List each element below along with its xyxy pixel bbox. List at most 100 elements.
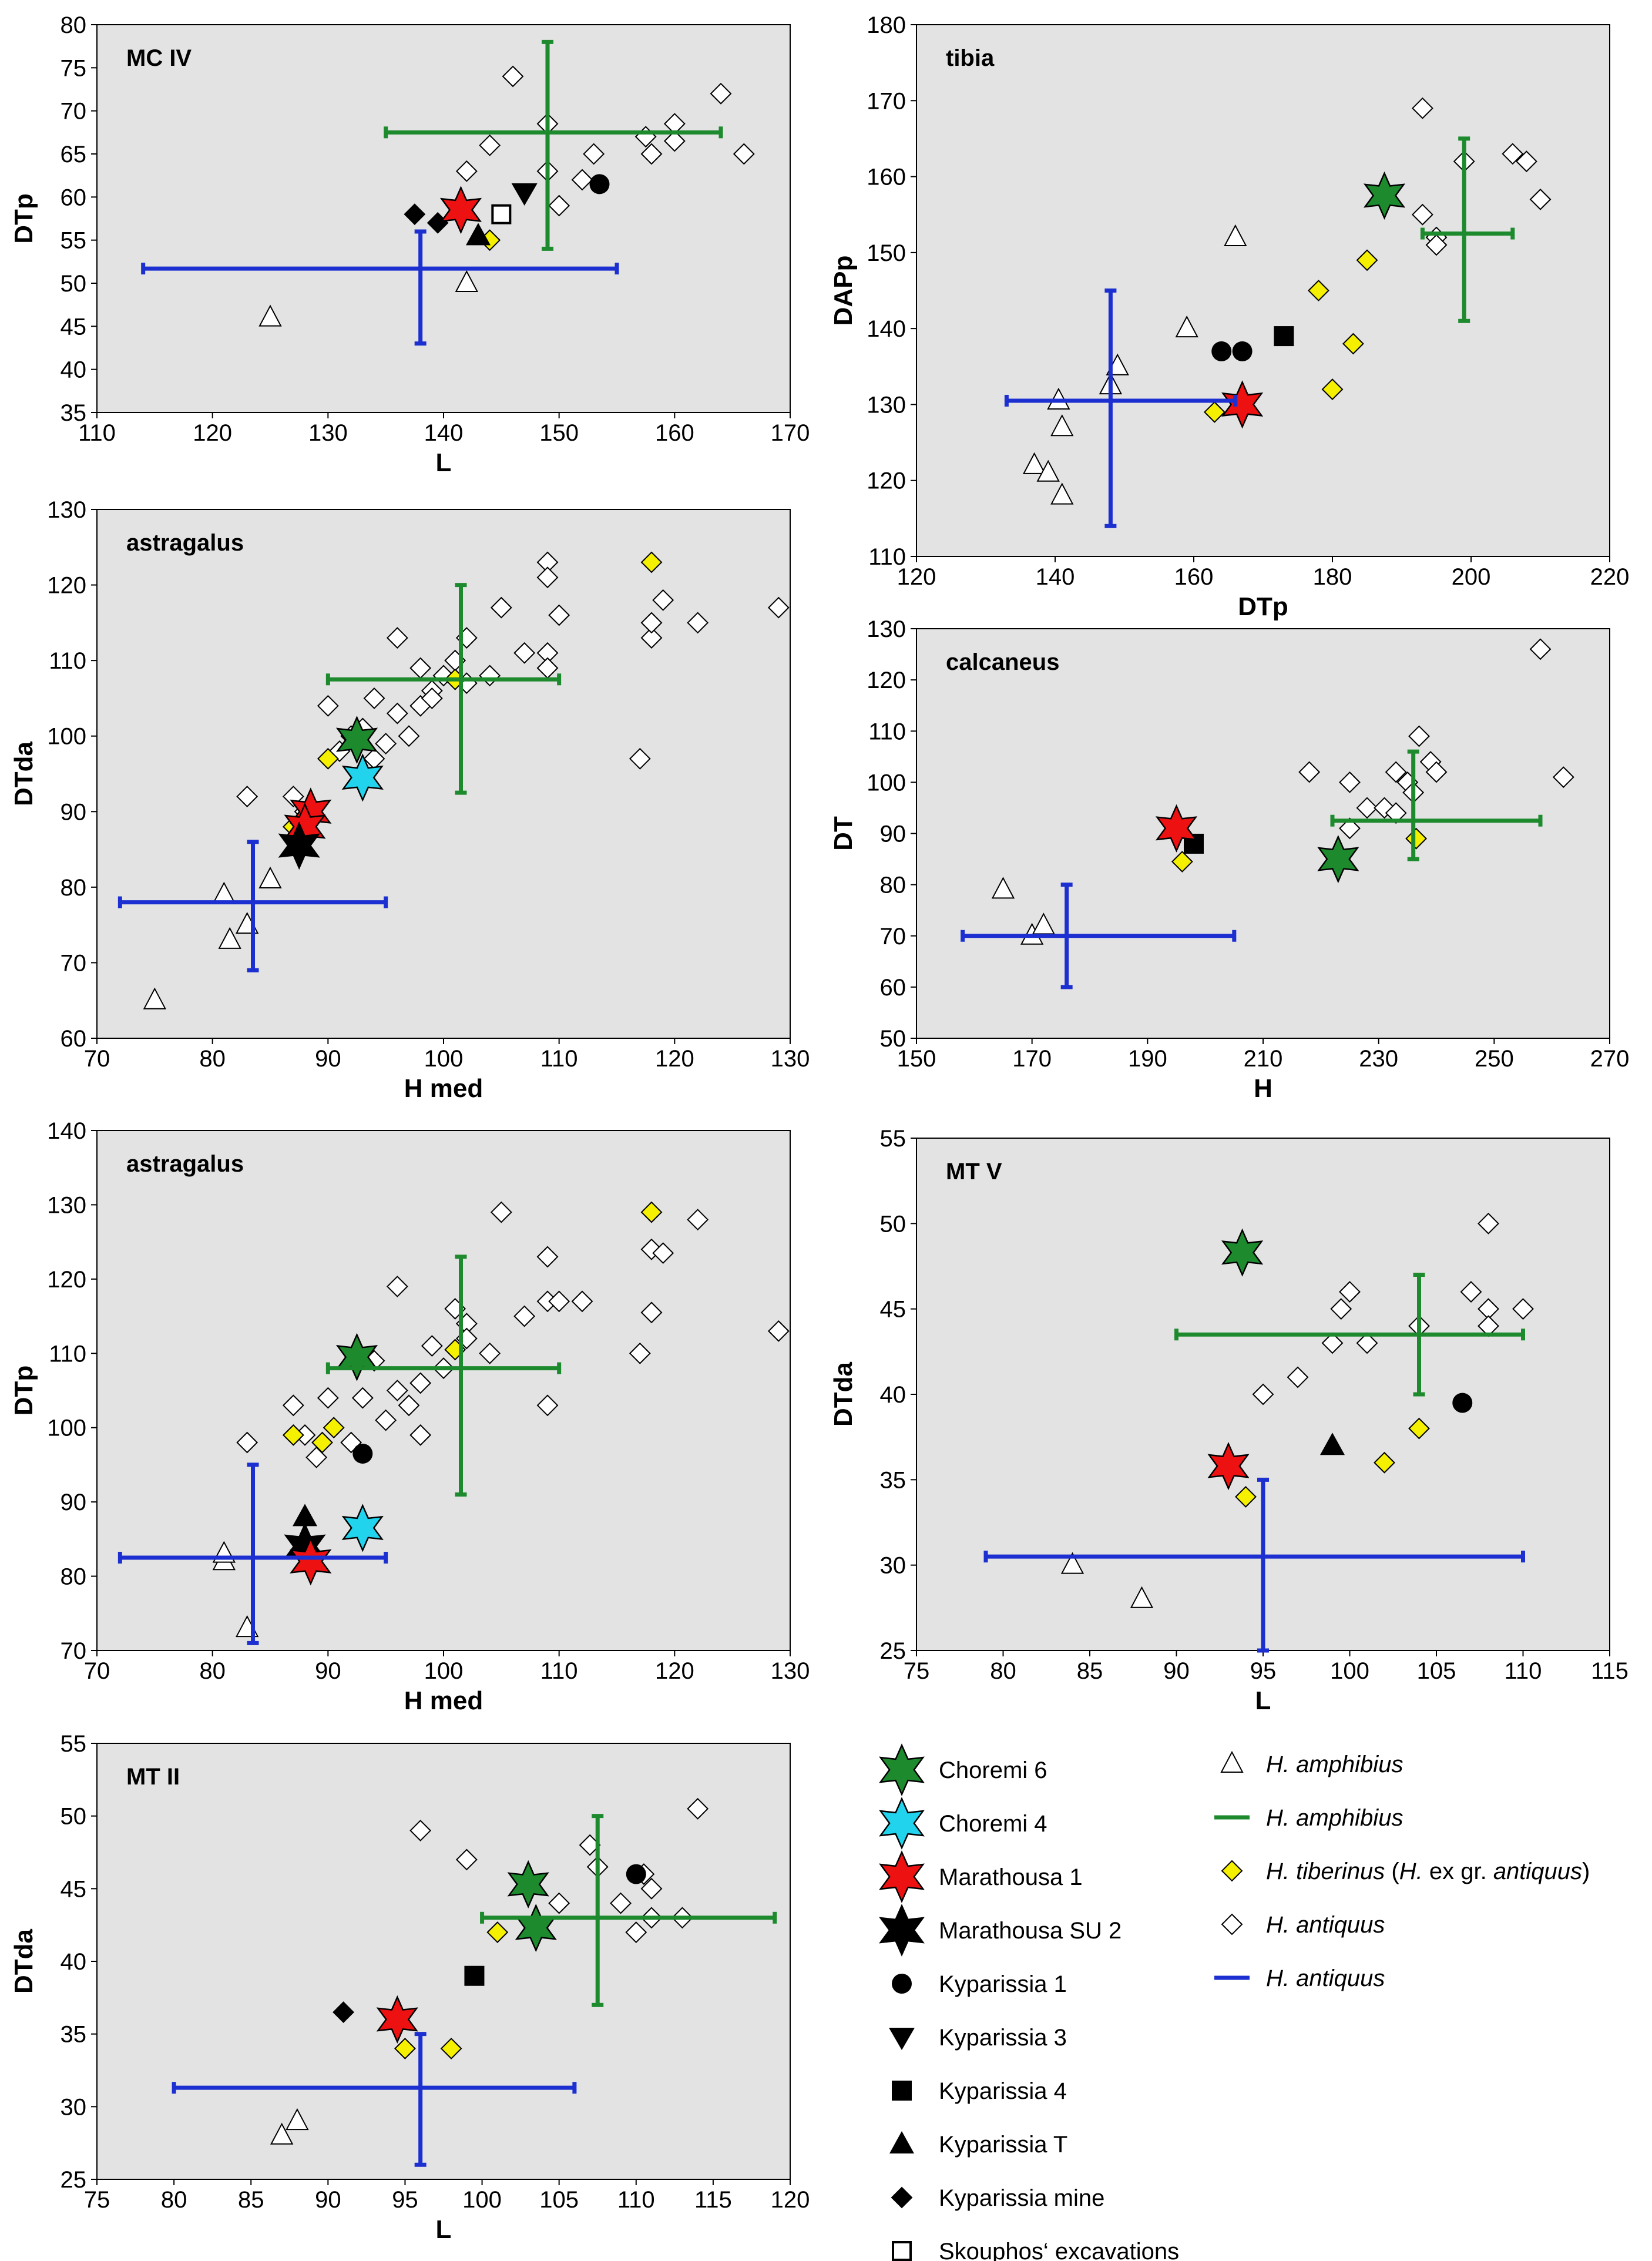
legend-marker [889,2028,915,2050]
data-point [464,1965,485,1986]
data-point [1321,378,1344,400]
x-tick-label: 80 [199,1658,226,1684]
y-tick-label: 75 [61,55,87,81]
y-tick-label: 60 [61,184,87,210]
data-point [548,1892,570,1914]
data-point [1317,835,1359,884]
data-point [513,642,536,664]
y-tick-label: 25 [880,1638,906,1664]
data-point [1529,188,1552,210]
data-point [513,1305,536,1327]
data-point [290,1537,332,1586]
x-tick-label: 170 [771,420,810,446]
range-cross [117,840,388,972]
data-point [491,204,512,224]
x-tick-label: 90 [315,1046,341,1072]
plot-area [96,509,791,1039]
legend-marker [1221,1860,1243,1882]
data-point [282,1424,304,1446]
x-tick-label: 250 [1475,1046,1514,1072]
y-tick-label: 120 [867,667,906,693]
data-point [1478,1212,1499,1235]
y-axis-label: DT [829,816,858,851]
data-point [1339,817,1361,840]
legend-item: H. amphibius [1220,1750,1403,1777]
y-tick-label: 50 [880,1026,906,1052]
data-point [652,1242,674,1264]
legend-label: Kyparissia 1 [939,1971,1067,1997]
data-point [386,1380,408,1401]
x-tick-label: 110 [540,1046,578,1072]
data-point [626,1864,646,1884]
data-point [1342,333,1364,355]
data-point [1221,380,1264,429]
data-point [1307,280,1329,301]
legend-label: H. antiquus [1266,1912,1385,1938]
data-point [511,183,538,206]
legend-item: H. amphibius [1214,1805,1403,1831]
x-axis-label: H [1254,1074,1272,1103]
x-tick-label: 130 [308,420,348,446]
data-point [610,1892,632,1914]
data-point [479,1342,501,1364]
data-point [341,1504,384,1552]
data-point [1330,1298,1352,1320]
data-point [486,1921,509,1943]
x-tick-label: 270 [1590,1046,1630,1072]
x-tick-label: 120 [655,1658,694,1684]
data-point [1298,761,1321,783]
data-point [1274,326,1294,347]
y-tick-label: 80 [61,875,87,901]
x-tick-label: 90 [315,2187,341,2213]
y-axis-label: DTda [9,1928,38,1994]
legend-label: H. tiberinus (H. ex gr. antiquus) [1266,1859,1590,1884]
data-point [640,551,663,573]
x-tick-label: 140 [1036,564,1075,590]
y-tick-label: 35 [880,1467,906,1493]
x-tick-label: 90 [1163,1658,1190,1684]
y-tick-label: 50 [61,271,87,297]
data-point [1252,1383,1274,1405]
x-tick-label: 100 [462,2187,502,2213]
y-tick-label: 50 [880,1211,906,1237]
y-tick-label: 150 [867,240,906,266]
plot-area [916,628,1610,1039]
y-tick-label: 130 [47,497,86,523]
data-point [1221,1228,1264,1277]
y-tick-label: 110 [868,544,906,570]
data-point [1425,761,1448,783]
x-tick-label: 110 [1505,1658,1542,1684]
data-point [1411,97,1433,119]
y-tick-label: 45 [880,1297,906,1323]
legend-marker [889,2131,914,2153]
data-point [282,1394,304,1417]
data-point [311,1431,333,1454]
y-tick-label: 170 [867,88,906,114]
y-tick-label: 100 [47,1415,86,1441]
chart-panel-2: 120 140 160 180 200 2201101201301401501601701… [829,12,1629,621]
data-point [640,627,663,649]
data-point [629,747,651,770]
data-point [663,130,686,152]
y-axis-label: DTda [9,741,38,806]
y-tick-label: 90 [61,1490,87,1515]
y-tick-label: 90 [880,821,906,847]
plot-area [916,24,1610,557]
legend-item: H. antiquus [1221,1912,1385,1938]
data-point [687,1209,709,1231]
data-point [363,687,385,709]
data-point [1363,171,1406,220]
data-point [625,1921,647,1943]
y-tick-label: 130 [867,392,906,418]
chart-panel-5: 70 80 90 100 110 120 130 70 80 90 100 110 120 130 140 H… [9,1118,810,1715]
legend-label: Choremi 4 [939,1811,1047,1837]
data-point [536,1394,559,1417]
y-tick-label: 70 [880,924,906,950]
data-point [479,134,501,156]
panel-title: calcaneus [946,649,1059,675]
data-point [1036,459,1060,482]
y-tick-label: 90 [61,799,87,825]
data-point [1411,203,1433,226]
data-point [335,715,378,764]
